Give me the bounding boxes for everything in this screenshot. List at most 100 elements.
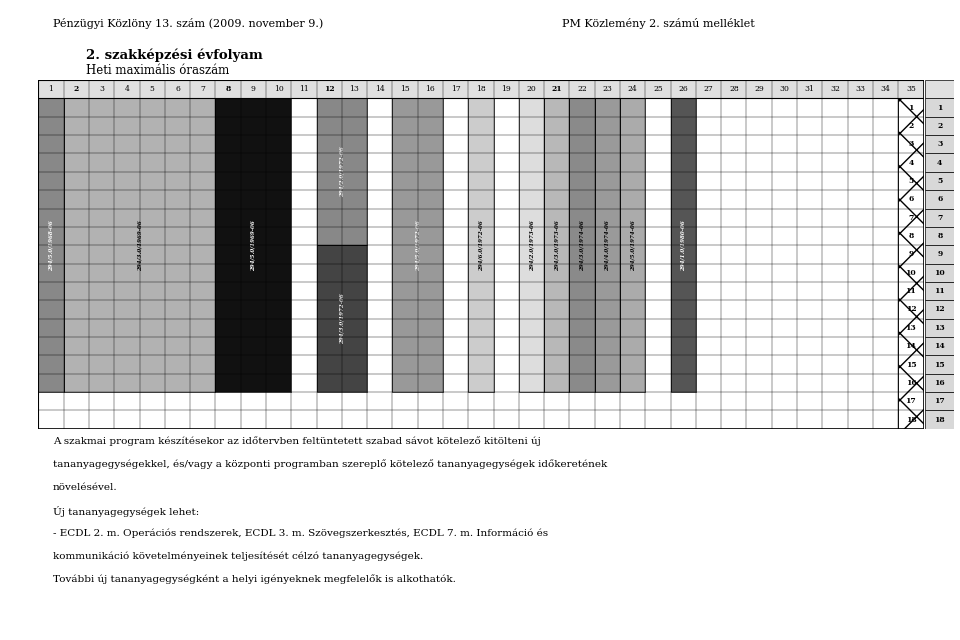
Text: 294/5.0/1974-06: 294/5.0/1974-06 (630, 220, 636, 271)
Text: 18: 18 (476, 85, 486, 93)
Text: 16: 16 (934, 379, 946, 387)
Bar (899, 99, 924, 429)
Bar (925, 355, 954, 374)
Text: 2. szakképzési évfolyam: 2. szakképzési évfolyam (86, 48, 263, 61)
Text: 5: 5 (908, 177, 914, 185)
Text: 7: 7 (201, 85, 205, 93)
Bar (925, 99, 954, 116)
Bar (925, 80, 954, 99)
Bar (569, 99, 595, 392)
Text: 10: 10 (934, 269, 946, 276)
Text: - ECDL 2. m. Operációs rendszerek, ECDL 3. m. Szövegszerkesztés, ECDL 7. m. Info: - ECDL 2. m. Operációs rendszerek, ECDL … (53, 529, 548, 538)
Text: Pénzügyi Közlöny 13. szám (2009. november 9.): Pénzügyi Közlöny 13. szám (2009. novembe… (53, 18, 324, 29)
Text: 32: 32 (830, 85, 840, 93)
Text: 2: 2 (908, 122, 914, 130)
Text: kommunikáció követelményeinek teljesítését célzó tananyagegységek.: kommunikáció követelményeinek teljesítés… (53, 552, 423, 561)
Text: 34: 34 (880, 85, 891, 93)
Text: 12: 12 (905, 305, 916, 314)
Bar (671, 99, 696, 392)
Bar (925, 154, 954, 172)
Text: 5: 5 (937, 177, 943, 185)
Text: 3: 3 (937, 140, 943, 148)
Text: 7: 7 (937, 214, 943, 221)
Bar (317, 245, 367, 392)
Text: 5: 5 (150, 85, 155, 93)
Text: 9: 9 (937, 250, 943, 259)
Text: 294/3.0/1973-06: 294/3.0/1973-06 (554, 220, 560, 271)
Bar (925, 282, 954, 300)
Text: 294/5.0/1969-06: 294/5.0/1969-06 (251, 220, 256, 271)
Text: 7: 7 (908, 214, 914, 221)
Text: 27: 27 (704, 85, 713, 93)
Bar (925, 245, 954, 264)
Bar (925, 300, 954, 319)
Text: 35: 35 (906, 85, 916, 93)
Text: 18: 18 (905, 415, 916, 424)
Text: 11: 11 (905, 287, 916, 295)
Text: 12: 12 (934, 305, 946, 314)
Bar (317, 245, 367, 392)
Text: PM Közlemény 2. számú melléklet: PM Közlemény 2. számú melléklet (562, 18, 755, 29)
Text: 1: 1 (937, 104, 943, 111)
Text: 17: 17 (934, 397, 946, 405)
Bar (671, 99, 696, 392)
Text: 8: 8 (226, 85, 230, 93)
Text: 12: 12 (324, 85, 334, 93)
Bar (38, 80, 924, 99)
Text: 4: 4 (937, 159, 943, 166)
Text: 30: 30 (780, 85, 789, 93)
Bar (519, 99, 544, 392)
Text: 294/2.0/1973-06: 294/2.0/1973-06 (529, 220, 534, 271)
Text: 18: 18 (934, 415, 946, 424)
Bar (468, 99, 493, 392)
Text: 6: 6 (908, 195, 914, 204)
Bar (215, 99, 291, 392)
Text: 11: 11 (300, 85, 309, 93)
Bar (925, 227, 954, 245)
Bar (925, 116, 954, 135)
Text: A szakmai program készítésekor az időtervben feltüntetett szabad sávot kötelező : A szakmai program készítésekor az időter… (53, 436, 540, 446)
Bar (38, 99, 63, 392)
Bar (925, 374, 954, 392)
Text: 26: 26 (679, 85, 688, 93)
Bar (595, 99, 620, 392)
Text: 13: 13 (349, 85, 359, 93)
Bar (468, 99, 493, 392)
Text: 294/6.0/1972-06: 294/6.0/1972-06 (478, 220, 484, 271)
Bar (620, 99, 645, 392)
Text: 14: 14 (905, 342, 916, 350)
Text: 294/3.0/1974-06: 294/3.0/1974-06 (580, 220, 585, 271)
Text: 22: 22 (577, 85, 587, 93)
Text: 1: 1 (908, 104, 914, 111)
Text: 33: 33 (855, 85, 865, 93)
Bar (925, 135, 954, 154)
Text: 17: 17 (451, 85, 461, 93)
Text: 15: 15 (400, 85, 410, 93)
Text: növelésével.: növelésével. (53, 483, 117, 492)
Text: 29: 29 (755, 85, 764, 93)
Text: 9: 9 (251, 85, 255, 93)
Text: 1: 1 (49, 85, 54, 93)
Text: 294/5.0/1972-06: 294/5.0/1972-06 (416, 220, 420, 271)
Text: 31: 31 (804, 85, 815, 93)
Text: 14: 14 (934, 342, 946, 350)
Text: 13: 13 (934, 324, 946, 332)
Text: 21: 21 (551, 85, 563, 93)
Text: 16: 16 (905, 379, 916, 387)
Bar (925, 209, 954, 227)
Bar (317, 99, 367, 245)
Bar (620, 99, 645, 392)
Text: 17: 17 (905, 397, 916, 405)
Text: 13: 13 (905, 324, 916, 332)
Bar (544, 99, 569, 392)
Text: 14: 14 (375, 85, 385, 93)
Text: 294/3.0/1972-06: 294/3.0/1972-06 (340, 293, 345, 344)
Bar (544, 99, 569, 392)
Text: 28: 28 (729, 85, 739, 93)
Bar (38, 99, 63, 392)
Text: 3: 3 (99, 85, 104, 93)
Text: 6: 6 (937, 195, 943, 204)
Text: 2: 2 (937, 122, 943, 130)
Text: 20: 20 (527, 85, 537, 93)
Bar (925, 337, 954, 355)
